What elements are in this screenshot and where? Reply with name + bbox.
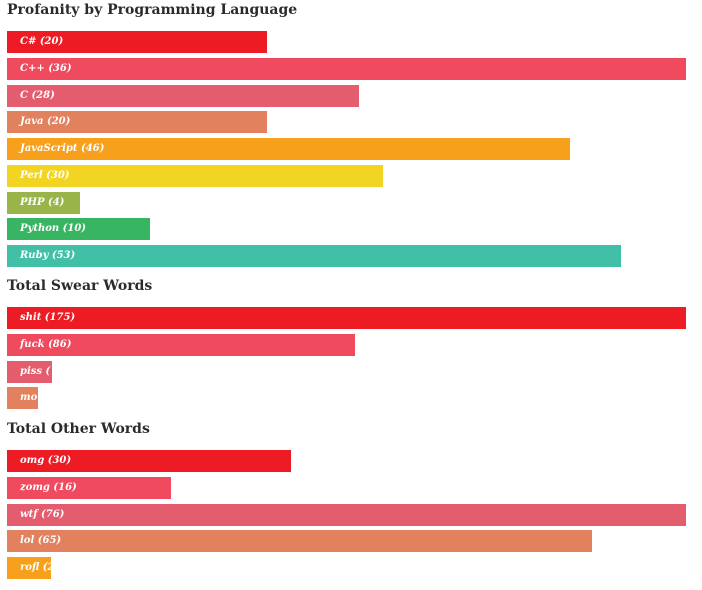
bar-fuck: fuck (86) bbox=[7, 334, 355, 356]
bar-piss: piss ( bbox=[7, 361, 52, 383]
bar-wtf: wtf (76) bbox=[7, 504, 686, 526]
bar-php: PHP (4) bbox=[7, 192, 80, 214]
bar-zomg: zomg (16) bbox=[7, 477, 171, 499]
bar-label: Java (20) bbox=[20, 116, 71, 127]
bar-label: Python (10) bbox=[20, 223, 87, 234]
bar-csharp: C# (20) bbox=[7, 31, 267, 53]
bar-lol: lol (65) bbox=[7, 530, 592, 552]
bar-label: mo bbox=[20, 392, 38, 403]
bar-omg: omg (30) bbox=[7, 450, 291, 472]
chart-title: Total Swear Words bbox=[7, 278, 153, 294]
bar-label: Perl (30) bbox=[20, 170, 70, 181]
bar-label: fuck (86) bbox=[20, 339, 72, 350]
bar-label: C (28) bbox=[20, 90, 55, 101]
bar-label: JavaScript (46) bbox=[20, 143, 105, 154]
bar-label: omg (30) bbox=[20, 455, 72, 466]
bar-label: shit (175) bbox=[20, 312, 76, 323]
bar-perl: Perl (30) bbox=[7, 165, 383, 187]
bar-c: C (28) bbox=[7, 85, 359, 107]
bar-ruby: Ruby (53) bbox=[7, 245, 621, 267]
bar-cplus-plus: C++ (36) bbox=[7, 58, 686, 80]
bar-label: lol (65) bbox=[20, 535, 62, 546]
bar-label: wtf (76) bbox=[20, 509, 65, 520]
bar-label: Ruby (53) bbox=[20, 250, 76, 261]
bar-label: rofl (2 bbox=[20, 562, 51, 573]
bar-mo: mo bbox=[7, 387, 38, 409]
bar-java: Java (20) bbox=[7, 111, 267, 133]
bar-label: PHP (4) bbox=[20, 197, 65, 208]
bar-javascript: JavaScript (46) bbox=[7, 138, 570, 160]
bar-shit: shit (175) bbox=[7, 307, 686, 329]
bar-label: piss ( bbox=[20, 366, 51, 377]
bar-label: C# (20) bbox=[20, 36, 64, 47]
bar-python: Python (10) bbox=[7, 218, 150, 240]
chart-title: Profanity by Programming Language bbox=[7, 2, 298, 18]
bar-label: C++ (36) bbox=[20, 63, 72, 74]
bar-label: zomg (16) bbox=[20, 482, 77, 493]
chart-title: Total Other Words bbox=[7, 421, 150, 437]
bar-rofl: rofl (2 bbox=[7, 557, 51, 579]
